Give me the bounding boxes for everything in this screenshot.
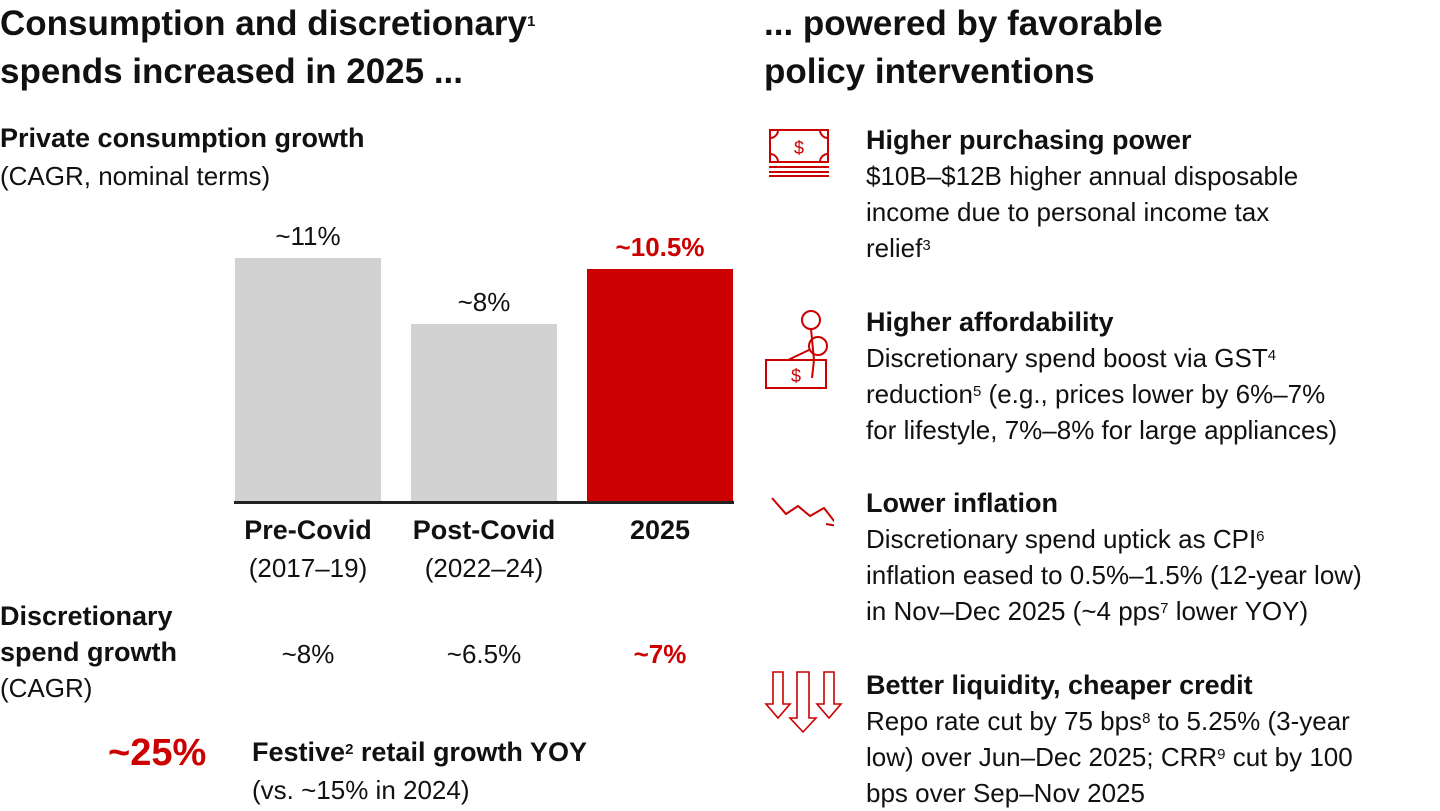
data-label: ~10.5% [615,231,705,262]
scissors-cutting-money-icon: $ [765,310,828,389]
chart-subtitle: (CAGR, nominal terms) [0,161,271,191]
data-label: ~11% [275,220,341,251]
festive-label: Festive2 retail growth YOY [252,737,587,767]
data-label: ~8% [457,287,511,318]
category-sublabel: (2017–19) [248,553,368,583]
bar-3 [587,268,733,502]
svg-text:$: $ [791,366,801,386]
category-label: Pre-Covid [244,515,372,545]
right-title: ... powered by favorable policy interven… [764,4,1163,91]
policy-item-inflation: Lower inflation Discretionary spend upti… [866,488,1362,626]
bar-1 [235,257,381,502]
svg-text:$: $ [794,138,804,158]
festive-sub: (vs. ~15% in 2024) [252,775,470,805]
chart-baseline [234,501,734,504]
policy-item-affordability: Higher affordability Discretionary spend… [866,307,1338,445]
money-stack-icon: $ [769,129,829,177]
chart-title: Private consumption growth [0,123,365,153]
festive-value: ~25% [108,732,207,774]
category-sublabel: (2022–24) [424,553,544,583]
discretionary-value: ~7% [633,639,687,669]
policy-item-purchasing-power: Higher purchasing power $10B–$12B higher… [866,125,1299,263]
category-label: 2025 [629,515,691,545]
bar-chart: ~11% Pre-Covid (2017–19) ~8% Post-Covid (2022… [0,0,760,600]
discretionary-label: Discretionary spend growth (CAGR) [0,601,177,703]
down-arrows-icon [764,671,843,734]
discretionary-value: ~8% [281,639,335,669]
category-label: Post-Covid [412,515,556,545]
left-title: Consumption and discretionary1 spends in… [0,4,536,91]
policy-item-liquidity: Better liquidity, cheaper credit Repo ra… [866,670,1353,808]
discretionary-value: ~6.5% [446,639,522,669]
bar-2 [411,324,557,502]
trend-down-icon [771,497,834,527]
